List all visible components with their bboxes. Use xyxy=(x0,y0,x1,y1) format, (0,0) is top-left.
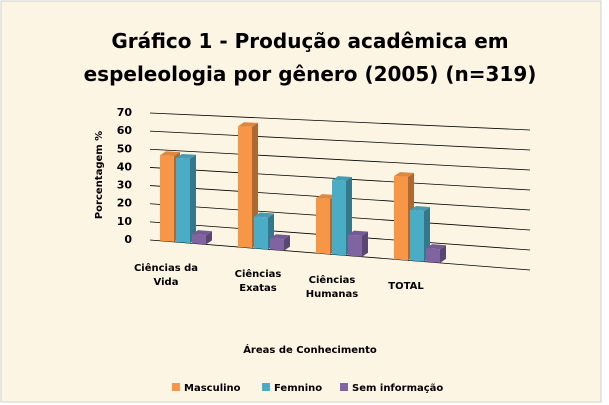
bar-front xyxy=(192,234,206,245)
bar-top xyxy=(160,151,180,157)
bar-front xyxy=(160,155,174,242)
bar-front xyxy=(410,210,424,262)
bar-top xyxy=(348,230,368,236)
y-tick-label: 0 xyxy=(124,233,132,246)
y-tick-label: 20 xyxy=(117,197,133,210)
bar-side xyxy=(190,154,196,244)
bar-top xyxy=(270,234,290,240)
y-axis-title: Porcentagem % xyxy=(94,131,105,219)
legend-label: Sem informação xyxy=(352,383,443,394)
bar xyxy=(426,244,446,263)
bar xyxy=(160,151,180,242)
bar xyxy=(270,234,290,251)
bar-front xyxy=(316,198,330,255)
grid-line xyxy=(149,130,531,151)
bar-top xyxy=(332,176,352,181)
bar-top xyxy=(410,206,430,211)
chart-title: Gráfico 1 - Produção acadêmica em espeleo… xyxy=(84,29,537,86)
legend-swatch xyxy=(340,383,348,391)
bar xyxy=(176,154,196,244)
bar-front xyxy=(332,180,346,256)
legend-label: Femnino xyxy=(274,383,322,394)
bar-side xyxy=(362,231,368,257)
bar-side xyxy=(284,235,290,251)
bar-front xyxy=(394,176,408,261)
bar-top xyxy=(316,194,336,200)
bar-front xyxy=(176,158,190,244)
bar-front xyxy=(270,238,284,251)
bar-top xyxy=(254,212,274,218)
bar-top xyxy=(394,172,414,177)
bar-front xyxy=(238,126,252,249)
y-tick-label: 10 xyxy=(117,215,133,228)
y-tick-label: 60 xyxy=(117,124,133,137)
x-axis-title: Áreas de Conhecimento xyxy=(243,343,377,356)
bar xyxy=(192,230,212,245)
grid-line xyxy=(149,112,531,131)
bar-top xyxy=(238,122,258,127)
x-tick-label: Ciências Exatas xyxy=(234,269,282,294)
bar xyxy=(348,230,368,257)
bar-side xyxy=(440,245,446,263)
x-tick-label: TOTAL xyxy=(388,281,424,292)
bar xyxy=(238,122,258,249)
bar-front xyxy=(348,234,362,257)
grid-line xyxy=(149,239,531,271)
bar-front xyxy=(426,248,440,263)
y-tick-label: 70 xyxy=(117,106,133,119)
bar-top xyxy=(192,230,212,236)
y-tick-label: 40 xyxy=(117,160,133,173)
legend-swatch xyxy=(262,383,270,391)
bar-top xyxy=(176,154,196,159)
bar-top xyxy=(426,244,446,250)
x-tick-label: Ciências da Vida xyxy=(133,263,199,288)
grid-line xyxy=(149,148,531,171)
legend-swatch xyxy=(172,383,180,391)
y-tick-label: 50 xyxy=(117,142,133,155)
y-tick-label: 30 xyxy=(117,179,133,192)
legend-label: Masculino xyxy=(184,383,241,394)
x-tick-label: Ciências Humanas xyxy=(305,275,359,300)
bar-side xyxy=(206,231,212,245)
bar-front xyxy=(254,216,268,250)
